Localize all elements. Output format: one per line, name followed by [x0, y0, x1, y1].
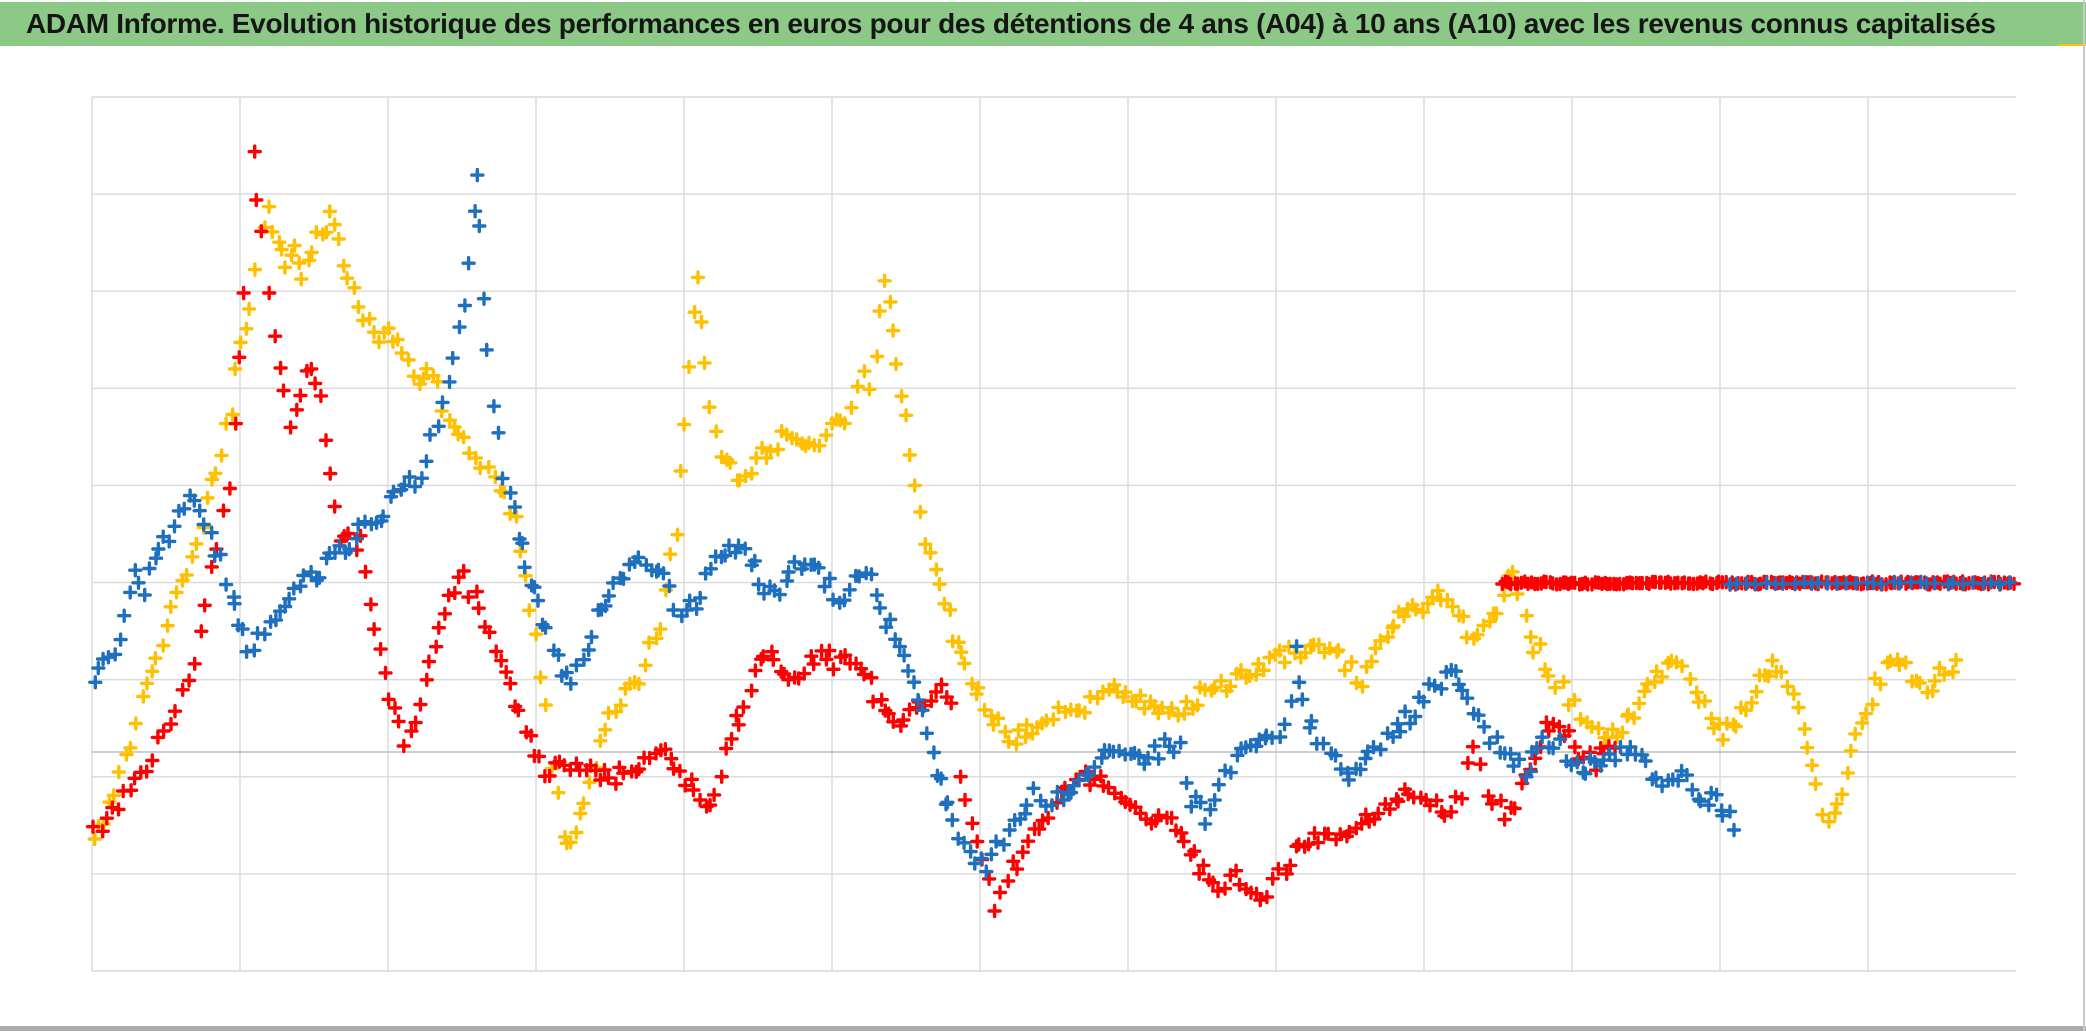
title-bar: ADAM Informe. Evolution historique des p…: [0, 2, 2086, 46]
series-red: [85, 144, 1623, 919]
right-edge-line: [2083, 0, 2085, 1031]
performance-scatter-chart[interactable]: [0, 46, 2086, 1026]
series-yellow: [87, 199, 1964, 851]
report-title: ADAM Informe. Evolution historique des p…: [26, 8, 1996, 39]
chart-area: [0, 46, 2086, 1026]
series-blue: [88, 167, 1742, 879]
series-blue-flat-band: [1722, 574, 2017, 592]
bottom-edge-bar: [0, 1026, 2086, 1031]
